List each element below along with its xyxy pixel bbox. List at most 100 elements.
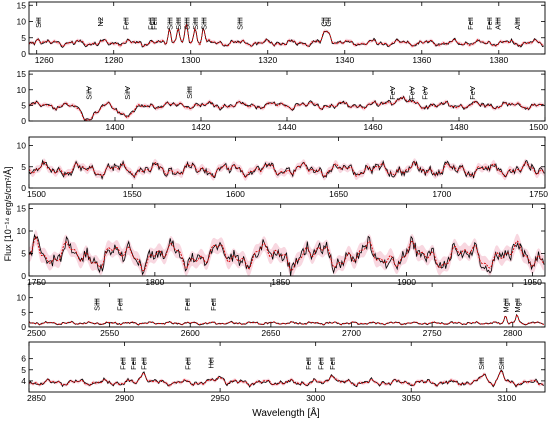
x-tick-label: 3000 — [306, 393, 325, 403]
line-id-label: FeII — [115, 298, 124, 311]
y-tick-label: 10 — [17, 141, 27, 151]
panel-1: 1260 1280 1300 1320 1340 1360 1380 0 5 10 15 SiII N2… — [17, 0, 546, 65]
y-tick-label: 4 — [21, 376, 26, 386]
line-id-label: SiIII — [235, 17, 244, 30]
x-tick-label: 1300 — [181, 55, 200, 65]
x-tick-label: 2950 — [211, 393, 230, 403]
panel-5: 2500 2550 2600 2650 2700 2750 2800 0 5 10 SiIII FeI… — [17, 282, 546, 338]
panel-3: 1500 1550 1600 1650 1700 1750 0 5 10 — [17, 136, 548, 199]
y-tick-label: 5 — [21, 100, 26, 110]
y-tick-label: 15 — [17, 69, 27, 79]
line-id-label: FeV — [421, 86, 430, 100]
x-tick-label: 1480 — [450, 122, 469, 132]
y-tick-label: 15 — [17, 0, 27, 10]
y-tick-label: 0 — [21, 322, 26, 332]
line-id-label: SiII — [34, 17, 43, 28]
y-tick-label: 15 — [17, 204, 27, 214]
x-tick-label: 1750 — [529, 189, 548, 199]
observed-spectrum — [29, 369, 545, 388]
y-tick-label: 10 — [17, 17, 27, 27]
x-tick-label: 1900 — [397, 277, 416, 287]
line-id-label: MgII — [501, 298, 510, 313]
line-id-label: N2 — [96, 17, 105, 27]
line-id-label: FeII — [328, 357, 337, 370]
x-tick-label: 1500 — [529, 122, 548, 132]
line-id-label: CII — [320, 17, 329, 27]
line-id-label: SiIII — [497, 357, 506, 370]
x-tick-label: 1360 — [412, 55, 431, 65]
x-tick-label: 2500 — [27, 328, 46, 338]
x-tick-label: 2700 — [342, 328, 361, 338]
model-spectrum — [29, 370, 545, 387]
panel-frame — [28, 136, 546, 189]
line-id-label: FeII — [466, 17, 475, 30]
line-id-label: FeII — [140, 357, 149, 370]
x-tick-label: 1700 — [432, 189, 451, 199]
line-id-label: FeV — [388, 86, 397, 100]
x-tick-label: 1320 — [258, 55, 277, 65]
line-id-label: FeII — [184, 357, 193, 370]
line-id-label: SiIII — [182, 17, 191, 30]
line-id-label: MgII — [513, 298, 522, 313]
x-tick-label: 2800 — [503, 328, 522, 338]
line-id-label: HeI — [207, 357, 216, 369]
y-tick-label: 0 — [21, 49, 26, 59]
line-id-label: FeII — [119, 357, 128, 370]
y-tick-label: 0 — [21, 116, 26, 126]
x-tick-label: 3100 — [497, 393, 516, 403]
x-tick-label: 1400 — [106, 122, 125, 132]
y-tick-label: 10 — [17, 293, 27, 303]
x-tick-label: 1750 — [27, 277, 46, 287]
line-id-label: CII — [324, 17, 333, 27]
line-id-label: AlIII — [513, 17, 522, 30]
line-id-label: FeII — [485, 17, 494, 30]
line-id-label: AlIII — [494, 17, 503, 30]
x-tick-label: 1420 — [192, 122, 211, 132]
observed-spectrum — [29, 159, 545, 181]
y-tick-label: 5 — [21, 365, 26, 375]
x-tick-label: 1460 — [364, 122, 383, 132]
line-id-label: FeV — [408, 86, 417, 100]
x-tick-label: 1600 — [226, 189, 245, 199]
model-band — [29, 369, 544, 388]
line-id-label: FeII — [129, 357, 138, 370]
panel-4: 1750 1800 1850 1900 1950 0 5 10 15 — [17, 203, 546, 287]
x-tick-label: 2750 — [423, 328, 442, 338]
y-tick-label: 5 — [21, 162, 26, 172]
model-band — [29, 95, 544, 121]
line-id-label: FeII — [150, 17, 159, 30]
model-spectrum — [29, 161, 545, 178]
x-axis-label: Wavelength [Å] — [252, 406, 320, 419]
line-id-label: FeII — [121, 17, 130, 30]
line-id-label: SiIII — [477, 357, 486, 370]
line-id-label: SiIII — [199, 17, 208, 30]
line-id-label: FeII — [183, 298, 192, 311]
x-tick-label: 2550 — [100, 328, 119, 338]
line-id-label: SiIV — [123, 86, 132, 100]
observed-spectrum — [29, 233, 545, 276]
y-tick-label: 10 — [17, 226, 27, 236]
x-tick-label: 1650 — [329, 189, 348, 199]
x-tick-label: 1950 — [523, 277, 542, 287]
line-id-label: FeV — [468, 86, 477, 100]
x-tick-label: 1850 — [271, 277, 290, 287]
x-tick-label: 1340 — [335, 55, 354, 65]
y-tick-label: 5 — [21, 249, 26, 259]
observed-spectrum — [29, 95, 544, 121]
line-id-label: FeII — [209, 298, 218, 311]
panel-frame — [28, 203, 546, 277]
panel-frame — [28, 341, 546, 393]
line-id-label: FeII — [146, 17, 155, 30]
model-spectrum — [29, 235, 545, 272]
line-id-label: SiIII — [191, 17, 200, 30]
x-tick-label: 2850 — [27, 393, 46, 403]
y-tick-label: 0 — [21, 271, 26, 281]
x-tick-label: 3050 — [402, 393, 421, 403]
y-tick-label: 5 — [21, 33, 26, 43]
y-tick-label: 10 — [17, 85, 27, 95]
line-id-label: SiIII — [166, 17, 175, 30]
panel-2: 1400 1420 1440 1460 1480 1500 0 5 10 15 SiIV SiIV Si… — [17, 69, 549, 132]
x-tick-label: 1800 — [145, 277, 164, 287]
